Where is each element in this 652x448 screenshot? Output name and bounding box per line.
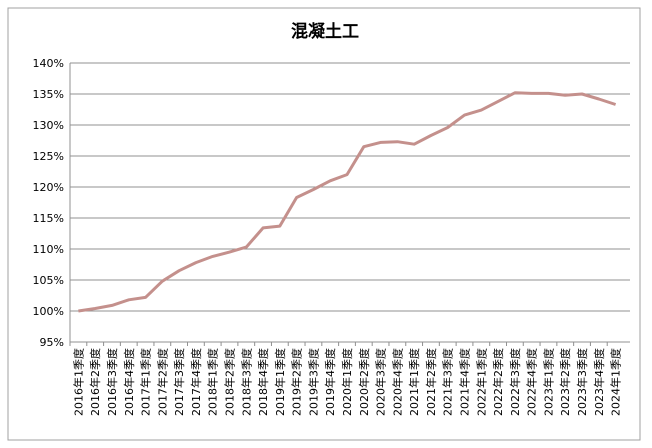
x-tick-label: 2023年1季度 — [541, 348, 555, 416]
x-tick-label: 2019年2季度 — [290, 348, 304, 416]
y-tick-label: 105% — [33, 274, 64, 287]
y-tick-label: 125% — [33, 150, 64, 163]
x-tick-label: 2017年2季度 — [155, 348, 169, 416]
y-tick-label: 120% — [33, 181, 64, 194]
x-tick-label: 2019年3季度 — [306, 348, 320, 416]
chart-title: 混凝土工 — [291, 21, 359, 42]
x-tick-label: 2023年4季度 — [592, 348, 606, 416]
x-tick-label: 2023年2季度 — [558, 348, 572, 416]
x-tick-label: 2022年4季度 — [525, 348, 539, 416]
x-tick-label: 2018年2季度 — [222, 348, 236, 416]
y-tick-label: 110% — [33, 243, 64, 256]
x-tick-label: 2017年4季度 — [189, 348, 203, 416]
x-tick-label: 2021年2季度 — [424, 348, 438, 416]
x-tick-label: 2018年4季度 — [256, 348, 270, 416]
x-tick-label: 2024年1季度 — [609, 348, 623, 416]
x-tick-label: 2020年3季度 — [374, 348, 388, 416]
x-tick-label: 2021年4季度 — [458, 348, 472, 416]
x-tick-label: 2016年3季度 — [105, 348, 119, 416]
x-tick-label: 2020年2季度 — [357, 348, 371, 416]
x-tick-label: 2019年4季度 — [323, 348, 337, 416]
y-tick-label: 100% — [33, 305, 64, 318]
x-tick-label: 2020年1季度 — [340, 348, 354, 416]
x-tick-label: 2017年3季度 — [172, 348, 186, 416]
x-tick-label: 2019年1季度 — [273, 348, 287, 416]
x-tick-label: 2021年3季度 — [441, 348, 455, 416]
x-tick-label: 2022年2季度 — [491, 348, 505, 416]
y-tick-label: 140% — [33, 57, 64, 70]
y-tick-label: 130% — [33, 119, 64, 132]
x-tick-label: 2016年4季度 — [122, 348, 136, 416]
x-tick-label: 2016年1季度 — [71, 348, 85, 416]
x-tick-label: 2017年1季度 — [139, 348, 153, 416]
x-tick-label: 2016年2季度 — [88, 348, 102, 416]
y-tick-label: 115% — [33, 212, 64, 225]
x-tick-label: 2018年1季度 — [206, 348, 220, 416]
x-tick-label: 2023年3季度 — [575, 348, 589, 416]
x-tick-label: 2018年3季度 — [239, 348, 253, 416]
x-tick-label: 2020年4季度 — [390, 348, 404, 416]
series-line — [78, 91, 617, 313]
x-tick-label: 2021年1季度 — [407, 348, 421, 416]
x-tick-label: 2022年3季度 — [508, 348, 522, 416]
chart-border — [7, 7, 641, 441]
y-tick-label: 95% — [40, 336, 64, 349]
x-tick-label: 2022年1季度 — [474, 348, 488, 416]
y-tick-label: 135% — [33, 88, 64, 101]
